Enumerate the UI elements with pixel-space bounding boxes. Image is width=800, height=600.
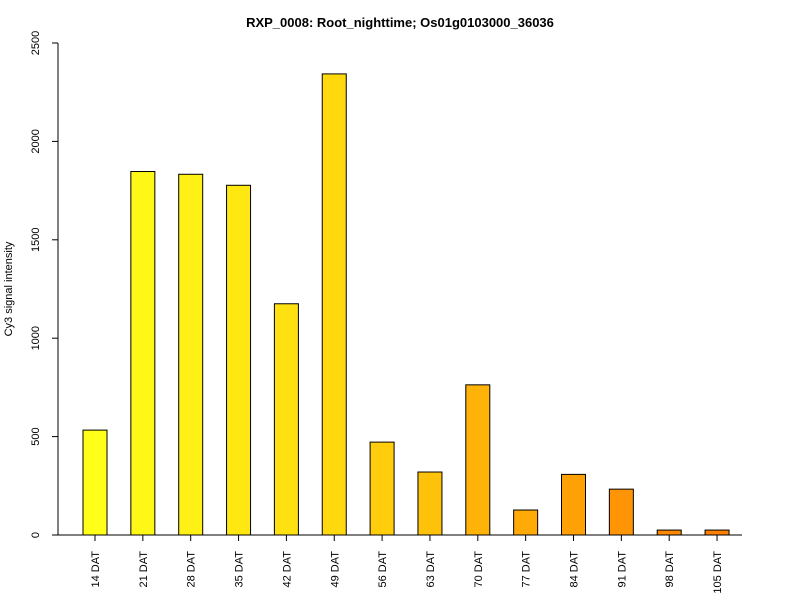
x-tick-label: 35 DAT [234, 551, 246, 588]
x-axis: 14 DAT 21 DAT 28 DAT 35 DAT 42 DAT 49 DAT 56 D… [58, 534, 742, 594]
bar-63-dat [417, 471, 443, 536]
x-tick-label: 105 DAT [712, 551, 724, 594]
y-tick-label: 0 [30, 532, 42, 538]
bar-42-dat [273, 303, 299, 536]
bar-49-dat [321, 73, 347, 536]
x-tick-label: 63 DAT [425, 551, 437, 588]
y-tick-label: 1000 [30, 326, 42, 350]
x-tick-label: 98 DAT [664, 551, 676, 588]
y-axis: 0 500 1000 1500 2000 2500 [30, 31, 59, 538]
x-tick-label: 70 DAT [473, 551, 485, 588]
x-tick-label: 21 DAT [138, 551, 150, 588]
bar-21-dat [130, 171, 156, 536]
bar-28-dat [178, 173, 204, 536]
bars [82, 73, 730, 536]
x-tick-label: 56 DAT [377, 551, 389, 588]
x-tick-label: 77 DAT [521, 551, 533, 588]
bar-14-dat [82, 429, 108, 536]
bar-56-dat [369, 441, 395, 536]
y-tick-label: 1500 [30, 228, 42, 252]
bar-84-dat [561, 473, 586, 536]
x-tick-label: 28 DAT [186, 551, 198, 588]
y-axis-label: Cy3 signal intensity [3, 241, 15, 336]
chart-title: RXP_0008: Root_nighttime; Os01g0103000_3… [246, 15, 554, 30]
x-tick-label: 14 DAT [90, 551, 102, 588]
bar-35-dat [226, 184, 252, 536]
y-tick-label: 2000 [30, 129, 42, 153]
bar-98-dat [656, 529, 682, 536]
x-tick-label: 49 DAT [329, 551, 341, 588]
bar-77-dat [513, 509, 539, 536]
x-tick-label: 42 DAT [281, 551, 293, 588]
bar-105-dat [704, 529, 730, 536]
x-tick-label: 84 DAT [569, 551, 581, 588]
bar-70-dat [465, 384, 491, 536]
y-tick-label: 500 [30, 427, 42, 445]
bar-91-dat [608, 488, 634, 536]
y-tick-label: 2500 [30, 31, 42, 55]
x-tick-label: 91 DAT [616, 551, 628, 588]
